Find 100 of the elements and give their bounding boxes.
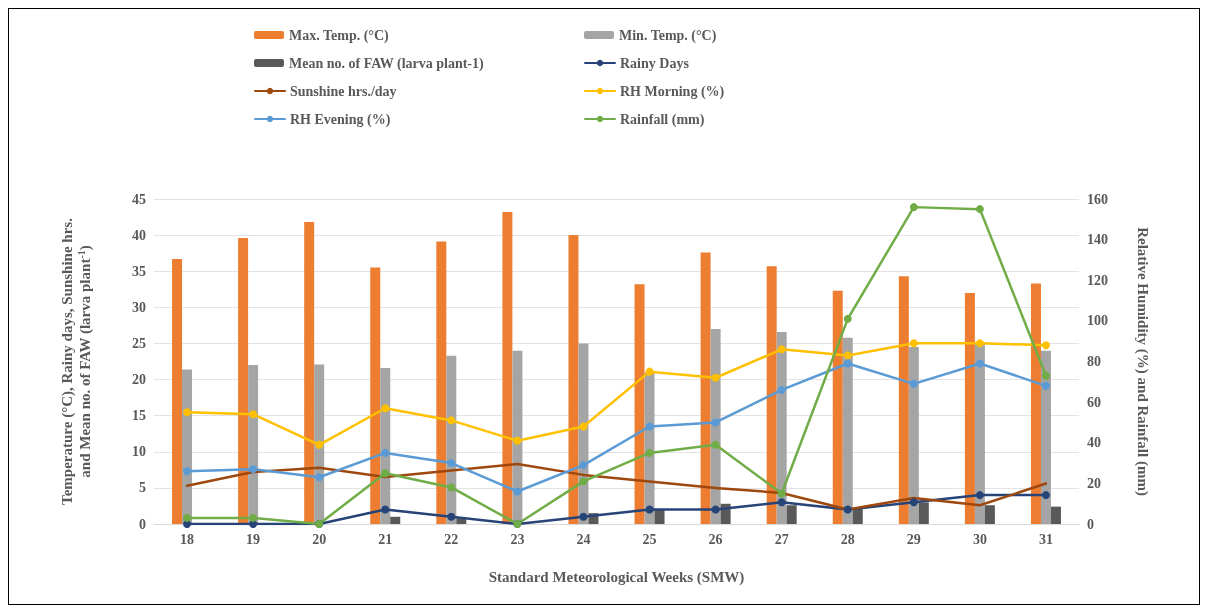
bar [974, 343, 985, 524]
legend-label: RH Evening (%) [290, 111, 391, 128]
x-tick-label: 23 [510, 531, 525, 547]
x-tick-label: 30 [972, 531, 987, 547]
y2-tick-label: 100 [1087, 313, 1108, 329]
point [843, 359, 852, 368]
point [711, 418, 720, 427]
bar [700, 252, 711, 524]
y2-tick-label: 0 [1087, 516, 1094, 532]
bar [898, 276, 909, 524]
point [909, 339, 918, 348]
point [447, 459, 456, 468]
x-tick-label: 24 [576, 531, 591, 547]
x-tick-label: 19 [246, 531, 261, 547]
bar [654, 509, 665, 524]
point [579, 461, 588, 470]
x-tick-label: 31 [1038, 531, 1053, 547]
point [1041, 381, 1050, 390]
y-tick-label: 15 [132, 408, 146, 424]
point [777, 385, 786, 394]
x-tick-label: 27 [774, 531, 789, 547]
bar [390, 516, 401, 524]
bar [908, 347, 919, 524]
bar [1030, 283, 1041, 524]
point [315, 473, 324, 482]
bar [370, 267, 381, 524]
y-tick-label: 40 [132, 227, 146, 243]
point [645, 422, 654, 431]
point [975, 359, 984, 368]
point [777, 489, 786, 498]
y2-tick-label: 20 [1087, 475, 1101, 491]
bar [172, 258, 183, 524]
point [975, 339, 984, 348]
y2-tick-label: 160 [1087, 191, 1108, 207]
y-tick-label: 0 [139, 516, 146, 532]
point [711, 373, 720, 382]
bar [1050, 506, 1061, 524]
bar [964, 292, 975, 524]
x-tick-label: 21 [378, 531, 393, 547]
y-tick-label: 10 [132, 444, 146, 460]
bar [634, 284, 645, 524]
legend-label: Min. Temp. (°C) [619, 27, 717, 44]
point [909, 379, 918, 388]
point [909, 203, 918, 212]
y-tick-label: 45 [132, 191, 146, 207]
point [513, 436, 522, 445]
legend-label: RH Morning (%) [620, 83, 725, 100]
bar [786, 505, 797, 524]
point [843, 314, 852, 323]
bar [502, 212, 513, 524]
bar [832, 290, 843, 524]
legend-label: Rainfall (mm) [620, 111, 705, 128]
bar [304, 222, 315, 524]
y-tick-label: 30 [132, 299, 146, 315]
x-tick-label: 29 [906, 531, 921, 547]
bar [842, 337, 853, 524]
point [249, 410, 258, 419]
y2-tick-label: 60 [1087, 394, 1101, 410]
point [381, 448, 390, 457]
bar [436, 241, 447, 524]
point [843, 351, 852, 360]
y2-axis-title: Relative Humidity (%) and Rainfall (mm) [1134, 227, 1151, 496]
point [711, 440, 720, 449]
point [513, 487, 522, 496]
bar [918, 502, 929, 524]
legend-label: Sunshine hrs./day [290, 83, 397, 99]
y2-tick-label: 120 [1087, 272, 1108, 288]
point [381, 404, 390, 413]
point [249, 513, 258, 522]
y2-tick-label: 40 [1087, 435, 1101, 451]
x-axis-title: Standard Meteorological Weeks (SMW) [488, 568, 745, 586]
y2-tick-label: 80 [1087, 354, 1101, 369]
point [381, 469, 390, 478]
y-tick-label: 5 [139, 480, 146, 496]
y2-tick-label: 140 [1087, 232, 1108, 248]
point [1041, 341, 1050, 350]
point [447, 483, 456, 492]
point [447, 416, 456, 425]
y-tick-label: 35 [132, 263, 146, 279]
point [579, 477, 588, 486]
x-tick-label: 22 [444, 531, 459, 547]
legend-label: Rainy Days [620, 55, 690, 71]
point [1041, 371, 1050, 380]
bar [568, 235, 579, 524]
point [645, 448, 654, 457]
point [315, 440, 324, 449]
bar [766, 266, 777, 524]
point [777, 345, 786, 354]
legend-label: Max. Temp. (°C) [289, 27, 390, 44]
x-tick-label: 26 [708, 531, 723, 547]
legend-label: Mean no. of FAW (larva plant-1) [289, 55, 485, 72]
x-tick-label: 20 [312, 531, 327, 547]
x-tick-label: 18 [180, 531, 195, 547]
bar [984, 505, 995, 524]
y-tick-label: 25 [132, 335, 146, 351]
point [579, 422, 588, 431]
point [975, 205, 984, 214]
point [183, 467, 192, 476]
y-tick-label: 20 [132, 372, 146, 388]
point [249, 465, 258, 474]
